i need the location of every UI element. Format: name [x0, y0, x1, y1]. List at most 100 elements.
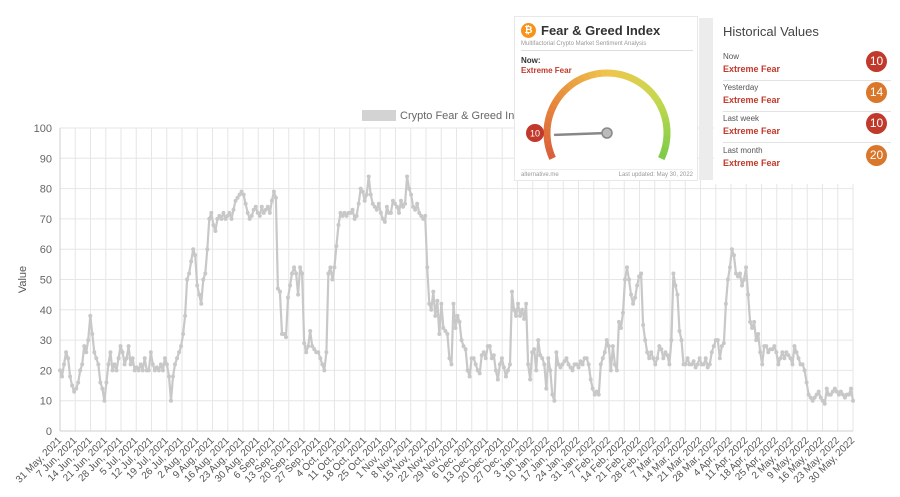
data-point [350, 207, 355, 212]
data-point [70, 383, 75, 388]
data-point [372, 204, 377, 209]
data-point [76, 380, 81, 385]
data-point [98, 380, 103, 385]
data-point [183, 313, 188, 318]
data-point [526, 362, 531, 367]
data-point [78, 368, 83, 373]
data-point [170, 374, 175, 379]
data-point [800, 362, 805, 367]
data-point [647, 356, 652, 361]
data-point [580, 362, 585, 367]
data-point [550, 392, 555, 397]
gauge-arc-segment [618, 70, 627, 80]
data-point [568, 365, 573, 370]
historical-values-panel: Historical Values Now Extreme Fear 10 Ye… [714, 16, 892, 184]
data-point [322, 368, 327, 373]
data-point [818, 395, 823, 400]
data-point [612, 362, 617, 367]
data-point [620, 310, 625, 315]
data-point [302, 341, 307, 346]
data-point [84, 350, 89, 355]
gauge-arc-segment [661, 116, 670, 124]
gauge-value-badge [526, 124, 544, 142]
data-point [425, 265, 430, 270]
data-point [247, 216, 252, 221]
data-point [602, 350, 607, 355]
data-point [300, 271, 305, 276]
data-point [733, 271, 738, 276]
gauge-arc-segment [544, 140, 553, 148]
row-label: Yesterday [723, 83, 759, 92]
data-point [368, 192, 373, 197]
data-point [824, 386, 829, 391]
data-point [310, 344, 315, 349]
data-point [772, 344, 777, 349]
gauge-hub [601, 127, 613, 139]
data-point [655, 356, 660, 361]
data-point [201, 277, 206, 282]
data-point [304, 350, 309, 355]
data-point [382, 219, 387, 224]
gauge-arc-segment [629, 74, 638, 84]
data-point [130, 356, 135, 361]
data-point [509, 289, 514, 294]
data-point [118, 344, 123, 349]
legend-label: Crypto Fear & Greed Index [400, 110, 533, 122]
data-point [774, 350, 779, 355]
data-point [748, 319, 753, 324]
data-point [134, 365, 139, 370]
data-point [723, 301, 728, 306]
data-point [263, 207, 268, 212]
data-point [96, 362, 101, 367]
data-point [233, 198, 238, 203]
gauge-arc-segment [659, 110, 669, 119]
data-point [407, 186, 412, 191]
gauge-arc-segment [571, 77, 581, 87]
data-point [536, 338, 541, 343]
gauge-arc-segment [550, 98, 560, 108]
data-point [181, 332, 186, 337]
data-point [211, 222, 216, 227]
data-point [562, 359, 567, 364]
data-point [162, 356, 167, 361]
data-point [717, 356, 722, 361]
data-point [451, 301, 456, 306]
y-tick-label: 20 [40, 365, 52, 377]
gauge-arc-segment [576, 74, 586, 84]
data-point [332, 265, 337, 270]
widget-scrollbar[interactable] [699, 18, 713, 180]
data-point [312, 347, 317, 352]
data-point [253, 204, 258, 209]
row-value: Extreme Fear [723, 95, 781, 105]
data-point [154, 365, 159, 370]
gauge-arc-segment [658, 151, 667, 161]
data-point [267, 210, 272, 215]
data-point [467, 374, 472, 379]
data-point [560, 362, 565, 367]
data-point [532, 347, 537, 352]
y-tick-label: 80 [40, 184, 52, 196]
data-point [112, 362, 117, 367]
data-point [489, 356, 494, 361]
gauge-arc-segment [557, 88, 567, 99]
data-point [645, 350, 650, 355]
data-point [193, 253, 198, 258]
data-point [104, 380, 109, 385]
data-point [227, 210, 232, 215]
row-label: Last month [723, 146, 763, 155]
data-point [731, 253, 736, 258]
row-value: Extreme Fear [723, 158, 781, 168]
source-link[interactable]: alternative.me [521, 172, 559, 178]
data-point [124, 356, 129, 361]
data-point [60, 374, 65, 379]
value-badge: 10 [866, 113, 887, 134]
data-point [429, 307, 434, 312]
data-point [516, 301, 521, 306]
data-point [491, 353, 496, 358]
gauge-arc-segment [634, 77, 644, 87]
data-point [663, 350, 668, 355]
data-point [431, 289, 436, 294]
data-point [237, 192, 242, 197]
data-point [475, 368, 480, 373]
